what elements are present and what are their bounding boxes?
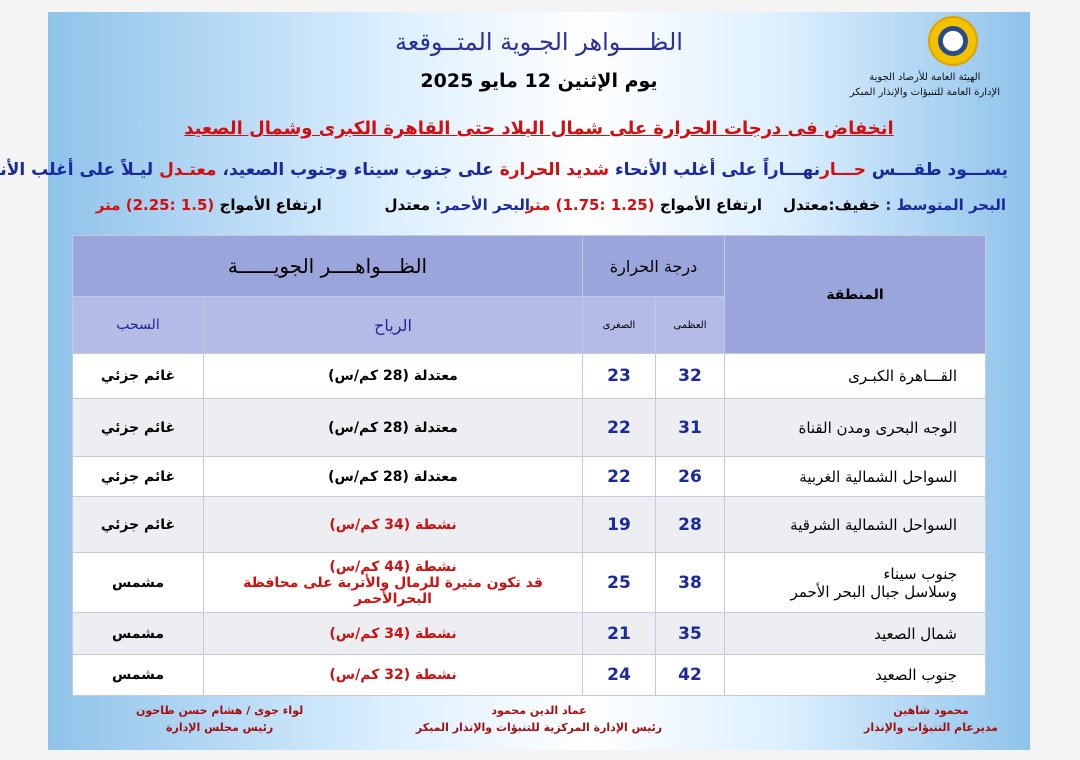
wind-cell: نشطة (34 كم/س) (203, 612, 583, 655)
table-row: الوجه البحرى ومدن القناة 31 22 معتدلة (28 ك… (72, 398, 986, 457)
table-row: القـــاهرة الكبـرى 32 23 معتدلة (28 كم/س) غا… (72, 353, 986, 399)
region-cell: السواحل الشمالية الشرقية (724, 496, 986, 553)
max-temp-cell: 31 (655, 398, 725, 457)
region-cell: جنوب سيناء وسلاسل جبال البحر الأحمر (724, 552, 986, 613)
meteorological-authority-logo (928, 16, 978, 66)
headline: انخفاض فى درجات الحرارة على شمال البلاد … (184, 118, 894, 139)
clouds-cell: مشمس (72, 654, 204, 696)
min-temp-cell: 21 (582, 612, 656, 655)
max-temp-header: العظمى (655, 296, 725, 354)
forecast-date: يوم الإثنين 12 مايو 2025 (420, 70, 658, 92)
table-row: السواحل الشمالية الغربية 26 22 معتدلة (28 ك… (72, 456, 986, 497)
max-temp-cell: 26 (655, 456, 725, 497)
phenomena-header: الظـــواهــــر الجويــــــة (72, 235, 583, 297)
wind-header: الرياح (203, 296, 583, 354)
clouds-cell: غائم جزئي (72, 353, 204, 399)
clouds-header: السحب (72, 296, 204, 354)
wind-cell: نشطة (44 كم/س) قد تكون مثيرة للرمال والأت… (203, 552, 583, 613)
page-title: الظــــواهر الجـوية المتــوقعة (395, 28, 683, 56)
wind-cell: معتدلة (28 كم/س) (203, 456, 583, 497)
region-cell: جنوب الصعيد (724, 654, 986, 696)
clouds-cell: مشمس (72, 552, 204, 613)
max-temp-cell: 28 (655, 496, 725, 553)
table-row: جنوب سيناء وسلاسل جبال البحر الأحمر 38 25 ن… (72, 552, 986, 613)
table-row: السواحل الشمالية الشرقية 28 19 نشطة (34 كم/… (72, 496, 986, 553)
signature-central-head: عماد الدين محمود رئيس الإدارة المركزية لل… (415, 704, 663, 734)
min-temp-header: الصغرى (582, 296, 656, 354)
region-cell: الوجه البحرى ومدن القناة (724, 398, 986, 457)
region-cell: السواحل الشمالية الغربية (724, 456, 986, 497)
region-header: المنطقة (724, 235, 986, 354)
wind-cell: معتدلة (28 كم/س) (203, 398, 583, 457)
weather-summary: يســـود طقـــس حـــارنهـــاراً على أغلب … (0, 160, 1008, 180)
signature-chairman: لواء جوى / هشام حسن طاحون رئيس مجلس الإدا… (136, 704, 304, 734)
min-temp-cell: 19 (582, 496, 656, 553)
wind-cell: معتدلة (28 كم/س) (203, 353, 583, 399)
wind-note: قد تكون مثيرة للرمال والأتربة على محافظة… (243, 574, 543, 607)
region-cell: شمال الصعيد (724, 612, 986, 655)
clouds-cell: غائم جزئي (72, 456, 204, 497)
min-temp-cell: 25 (582, 552, 656, 613)
region-cell: القـــاهرة الكبـرى (724, 353, 986, 399)
max-temp-cell: 32 (655, 353, 725, 399)
forecast-table: المنطقة درجة الحرارة الظـــواهــــر الجو… (72, 235, 986, 696)
max-temp-cell: 38 (655, 552, 725, 613)
clouds-cell: غائم جزئي (72, 496, 204, 553)
table-row: جنوب الصعيد 42 24 نشطة (32 كم/س) مشمس (72, 654, 986, 696)
min-temp-cell: 22 (582, 398, 656, 457)
red-sea-state: البحر الأحمر: معتدل ارتفاع الأمواج (1.5 … (95, 196, 530, 214)
wind-cell: نشطة (32 كم/س) (203, 654, 583, 696)
clouds-cell: مشمس (72, 612, 204, 655)
wind-cell: نشطة (34 كم/س) (203, 496, 583, 553)
mediterranean-sea-state: البحر المتوسط : خفيف:معتدل ارتفاع الأموا… (525, 196, 1006, 214)
table-row: شمال الصعيد 35 21 نشطة (34 كم/س) مشمس (72, 612, 986, 655)
forecast-document: الهيئة العامة للأرصاد الجوية الإدارة العا… (0, 12, 1030, 750)
min-temp-cell: 23 (582, 353, 656, 399)
max-temp-cell: 35 (655, 612, 725, 655)
signature-director: محمود شاهين مديرعام التنبؤات والإنذار (864, 704, 998, 734)
min-temp-cell: 22 (582, 456, 656, 497)
min-temp-cell: 24 (582, 654, 656, 696)
clouds-cell: غائم جزئي (72, 398, 204, 457)
temperature-header: درجة الحرارة (582, 235, 725, 297)
max-temp-cell: 42 (655, 654, 725, 696)
organization-name: الهيئة العامة للأرصاد الجوية الإدارة العا… (849, 72, 1000, 98)
